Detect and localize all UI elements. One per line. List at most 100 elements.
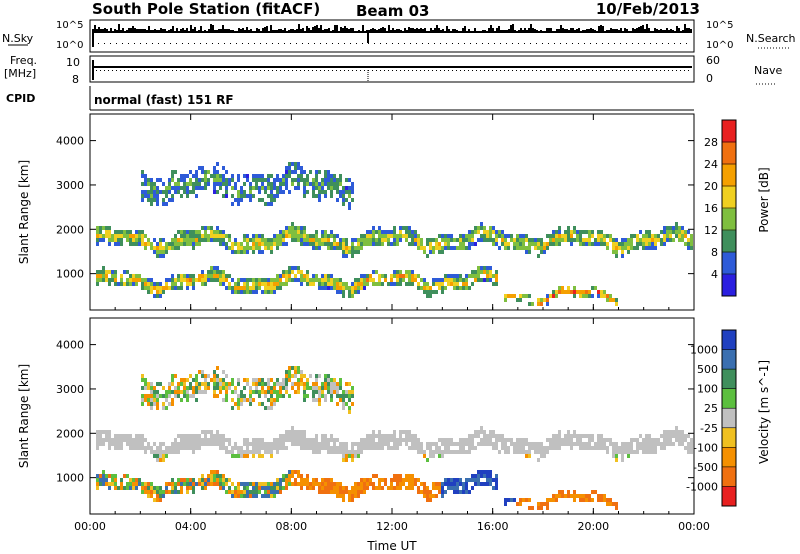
nave-dot — [592, 70, 593, 71]
power-cell — [207, 270, 210, 274]
x-tick-label: 12:00 — [376, 520, 408, 533]
velocity-cell — [495, 478, 498, 482]
velocity-cell — [300, 434, 303, 438]
power-cell — [522, 246, 525, 250]
velocity-cell — [654, 442, 657, 446]
velocity-cell — [198, 442, 201, 446]
power-cell — [591, 286, 594, 290]
nsky-bar — [198, 30, 200, 33]
power-cell — [426, 286, 429, 290]
velocity-cell — [363, 486, 366, 490]
velocity-cell — [285, 374, 288, 378]
power-cell — [423, 282, 426, 286]
velocity-cell — [225, 478, 228, 482]
nave-dot — [568, 70, 569, 71]
velocity-cell — [183, 478, 186, 482]
power-cell — [174, 234, 177, 238]
power-cell — [582, 238, 585, 242]
power-cell — [213, 278, 216, 282]
power-cell — [324, 274, 327, 278]
power-cell — [354, 282, 357, 286]
velocity-cell — [237, 446, 240, 450]
nave-dot — [344, 70, 345, 71]
velocity-cell — [375, 446, 378, 450]
power-cell — [285, 278, 288, 282]
power-cell — [528, 238, 531, 242]
nave-dot — [504, 70, 505, 71]
power-cell — [597, 290, 600, 294]
velocity-cell — [102, 482, 105, 486]
power-cell — [207, 182, 210, 186]
power-cell — [303, 194, 306, 198]
power-cell — [522, 242, 525, 246]
power-cell — [342, 242, 345, 246]
power-cell — [627, 238, 630, 242]
power-cell — [243, 282, 246, 286]
velocity-cell — [297, 378, 300, 382]
velocity-cell — [267, 482, 270, 486]
velocity-cell — [273, 494, 276, 498]
velocity-cell — [615, 450, 618, 454]
nave-dot — [540, 70, 541, 71]
velocity-cell — [288, 478, 291, 482]
power-cell — [465, 234, 468, 238]
nave-dot — [424, 70, 425, 71]
power-cell — [351, 286, 354, 290]
velocity-cell — [351, 498, 354, 502]
power-cell — [495, 274, 498, 278]
power-cell — [180, 242, 183, 246]
power-cell — [615, 250, 618, 254]
velocity-cell — [315, 378, 318, 382]
power-cell — [270, 198, 273, 202]
power-cell — [567, 290, 570, 294]
velocity-cell — [426, 458, 429, 462]
power-cell — [399, 230, 402, 234]
nsky-bar — [390, 30, 392, 33]
power-cell — [591, 230, 594, 234]
power-cell — [561, 290, 564, 294]
power-cell — [576, 230, 579, 234]
nave-dot — [128, 70, 129, 71]
power-cell — [339, 178, 342, 182]
power-cell — [246, 286, 249, 290]
power-cell — [150, 190, 153, 194]
power-cell — [663, 234, 666, 238]
power-cell — [225, 170, 228, 174]
power-cell — [135, 278, 138, 282]
velocity-cell — [417, 438, 420, 442]
nsky-bar — [384, 28, 386, 33]
x-tick-label: 04:00 — [175, 520, 207, 533]
velocity-cell — [252, 446, 255, 450]
power-cell — [399, 270, 402, 274]
nsky-bar — [446, 26, 448, 33]
power-cell — [450, 238, 453, 242]
power-cell — [582, 290, 585, 294]
nave-dot — [552, 70, 553, 71]
power-cell — [159, 294, 162, 298]
velocity-cell — [630, 442, 633, 446]
power-cell — [192, 286, 195, 290]
velocity-cell — [255, 390, 258, 394]
nsky-bar — [290, 29, 292, 33]
power-cell — [516, 298, 519, 302]
velocity-cell — [489, 478, 492, 482]
velocity-cell — [420, 450, 423, 454]
nsky-bar — [246, 27, 248, 33]
velocity-cell — [171, 398, 174, 402]
power-cell — [279, 186, 282, 190]
velocity-cell — [282, 442, 285, 446]
power-cell — [213, 234, 216, 238]
nsky-bar — [118, 24, 120, 33]
nsky-bar — [476, 31, 478, 33]
velocity-cell — [150, 398, 153, 402]
power-cell — [489, 238, 492, 242]
velocity-cell — [312, 386, 315, 390]
velocity-cell — [366, 446, 369, 450]
velocity-cell — [135, 478, 138, 482]
nave-dot — [584, 70, 585, 71]
velocity-cell — [105, 434, 108, 438]
velocity-cell — [363, 442, 366, 446]
velocity-panel: 00:00 04:00 08:00 12:00 16:00 20:00 00:0010002… — [17, 317, 771, 553]
velocity-cell — [618, 450, 621, 454]
velocity-cell — [459, 446, 462, 450]
